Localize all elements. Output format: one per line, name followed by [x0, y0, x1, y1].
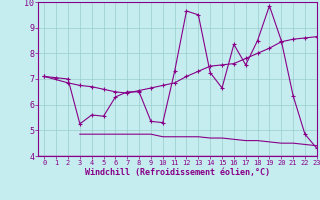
X-axis label: Windchill (Refroidissement éolien,°C): Windchill (Refroidissement éolien,°C): [85, 168, 270, 177]
